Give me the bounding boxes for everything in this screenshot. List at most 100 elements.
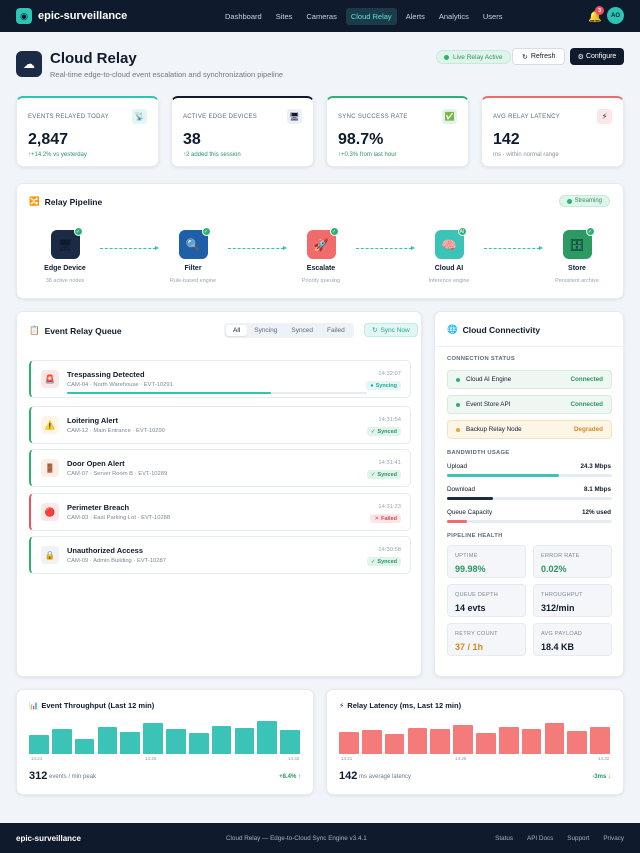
bandwidth-download-value: 8.1 Mbps (584, 486, 611, 493)
configure-button[interactable]: ⚙ Configure (570, 48, 624, 65)
service-row[interactable]: Event Store API Connected (447, 395, 612, 414)
brand[interactable]: ◉ epic-surveillance (16, 8, 127, 24)
tab-synced[interactable]: Synced (291, 327, 314, 334)
service-state: Degraded (573, 426, 603, 433)
service-name: Cloud AI Engine (466, 376, 512, 383)
refresh-label: Refresh (530, 53, 556, 60)
health-value: 18.4 KB (541, 642, 575, 652)
kpi-latency: AVG RELAY LATENCY 142 ms · within normal… (481, 96, 624, 167)
service-row[interactable]: Cloud AI Engine Connected (447, 370, 612, 389)
main-nav: Dashboard Sites Cameras Cloud Relay Aler… (220, 0, 507, 32)
status-label: Synced (377, 558, 397, 565)
footer-link-support[interactable]: Support (567, 834, 590, 842)
latency-bars (339, 720, 613, 754)
health-label: UPTIME (455, 553, 478, 559)
chart-bar (361, 730, 382, 754)
pipeline-node-edge-device[interactable]: 🖥 ✓ Edge Device 38 active nodes (35, 227, 95, 284)
refresh-button[interactable]: ↻ Refresh (512, 48, 566, 65)
tab-failed[interactable]: Failed (327, 327, 345, 334)
bandwidth-label: BANDWIDTH USAGE (447, 450, 510, 456)
footer-links: Status API Docs Support Privacy (495, 835, 624, 842)
sync-progress-bar (67, 392, 367, 394)
chart-bar (257, 721, 278, 754)
kpi-edge-devices: ACTIVE EDGE DEVICES 38 ↑2 added this ses… (171, 96, 314, 167)
chart-bar (74, 738, 95, 754)
streaming-badge: Streaming (558, 195, 610, 207)
event-title: Unauthorized Access (67, 546, 143, 555)
divider (435, 346, 625, 347)
satellite-icon: 📡 (132, 109, 147, 124)
status-badge: ✕ Failed (370, 514, 401, 523)
health-retry-count: RETRY COUNT 37 / 1h (447, 623, 526, 656)
page-subtitle: Real-time edge-to-cloud event escalation… (50, 70, 284, 79)
health-error-rate: ERROR RATE 0.02% (533, 545, 612, 578)
chart-header: 📊 Event Throughput (Last 12 min) (29, 701, 154, 710)
kpi-delta: ↑+0.3% from last hour (338, 152, 397, 158)
sync-now-button[interactable]: ↻ Sync Now (364, 323, 418, 337)
tab-all[interactable]: All (226, 325, 248, 336)
pipeline-arrow (100, 246, 159, 250)
kpi-events-relayed: EVENTS RELAYED TODAY 2,847 ↑+14.2% vs ye… (16, 96, 159, 167)
x-tick-label: 14:26 (145, 756, 157, 761)
pipeline-title: Relay Pipeline (44, 196, 103, 207)
footer-link-privacy[interactable]: Privacy (603, 834, 624, 842)
event-relay-queue-panel: 📋 Event Relay Queue All Syncing Synced F… (16, 311, 422, 677)
event-row[interactable]: 🚪 Door Open Alert CAM-07 · Server Room B… (29, 449, 411, 487)
connectivity-header: 🌐 Cloud Connectivity (447, 324, 540, 335)
pipeline-arrow (228, 246, 287, 250)
event-row[interactable]: 🔴 Perimeter Breach CAM-03 · East Parking… (29, 493, 411, 531)
footer-link-api-docs[interactable]: API Docs (527, 834, 554, 842)
bandwidth-upload-value: 24.3 Mbps (580, 463, 611, 470)
nav-alerts[interactable]: Alerts (405, 11, 425, 21)
event-id: EVT-10289 (138, 471, 168, 477)
queue-filter-tabs: All Syncing Synced Failed (224, 323, 354, 338)
event-row[interactable]: 🚨 Trespassing Detected CAM-04 · North Wa… (29, 360, 411, 398)
chart-summary-unit: ms average latency (359, 774, 412, 780)
service-name: Event Store API (466, 401, 511, 408)
health-value: 37 / 1h (455, 642, 484, 652)
event-row[interactable]: 🔒 Unauthorized Access CAM-09 · Admin Bui… (29, 536, 411, 574)
pipeline-node-filter[interactable]: 🔍 ✓ Filter Rule-based engine (163, 227, 223, 284)
nav-sites[interactable]: Sites (275, 11, 293, 21)
event-title: Perimeter Breach (67, 503, 130, 512)
avatar[interactable]: AO (607, 7, 624, 24)
live-dot-icon (444, 54, 449, 60)
node-name: Escalate (306, 265, 336, 272)
footer-link-status[interactable]: Status (495, 834, 514, 842)
siren-icon: 🚨 (41, 370, 59, 388)
page-header: ☁ Cloud Relay Real-time edge-to-cloud ev… (16, 48, 624, 88)
event-location: Server Room B (93, 471, 134, 477)
event-meta: CAM-07 · Server Room B · EVT-10289 (67, 471, 168, 477)
status-label: Syncing (375, 382, 397, 389)
event-meta: CAM-12 · Main Entrance · EVT-10290 (67, 428, 165, 434)
event-row[interactable]: ⚠️ Loitering Alert CAM-12 · Main Entranc… (29, 406, 411, 444)
health-label: RETRY COUNT (455, 631, 498, 637)
kpi-value: 98.7% (338, 131, 384, 148)
chart-bar (280, 729, 300, 754)
tab-syncing[interactable]: Syncing (254, 327, 278, 334)
nav-cameras[interactable]: Cameras (306, 11, 337, 21)
connectivity-title: Cloud Connectivity (462, 324, 541, 335)
pipeline-node-store[interactable]: 🗄 ✓ Store Persistent archive (547, 227, 607, 284)
nav-cloud-relay[interactable]: Cloud Relay (345, 7, 397, 25)
latency-chart-panel: ⚡ Relay Latency (ms, Last 12 min) 14:21 1… (326, 689, 624, 795)
health-value: 14 evts (455, 603, 486, 613)
chart-bar (407, 727, 428, 754)
event-camera: CAM-12 (67, 428, 89, 434)
pipeline-node-cloud-ai[interactable]: 🧠 AI Cloud AI Inference engine (419, 227, 479, 284)
x-tick-label: 14:26 (455, 756, 467, 761)
status-label: Synced (377, 471, 397, 478)
bandwidth-upload-label: Upload (447, 463, 467, 470)
service-row[interactable]: Backup Relay Node Degraded (447, 420, 612, 439)
status-label: Synced (377, 428, 397, 435)
kpi-value: 2,847 (28, 131, 69, 148)
gear-icon: ⚙ (577, 53, 584, 61)
nav-dashboard[interactable]: Dashboard (225, 11, 262, 21)
nav-users[interactable]: Users (482, 11, 503, 21)
nav-analytics[interactable]: Analytics (438, 11, 469, 21)
connection-status-label: CONNECTION STATUS (447, 356, 516, 362)
event-meta: CAM-09 · Admin Building · EVT-10287 (67, 558, 166, 564)
event-location: Main Entrance (93, 428, 131, 434)
queue-capacity-label: Queue Capacity (447, 509, 493, 516)
pipeline-node-escalate[interactable]: 🚀 ✓ Escalate Priority queuing (291, 227, 351, 284)
